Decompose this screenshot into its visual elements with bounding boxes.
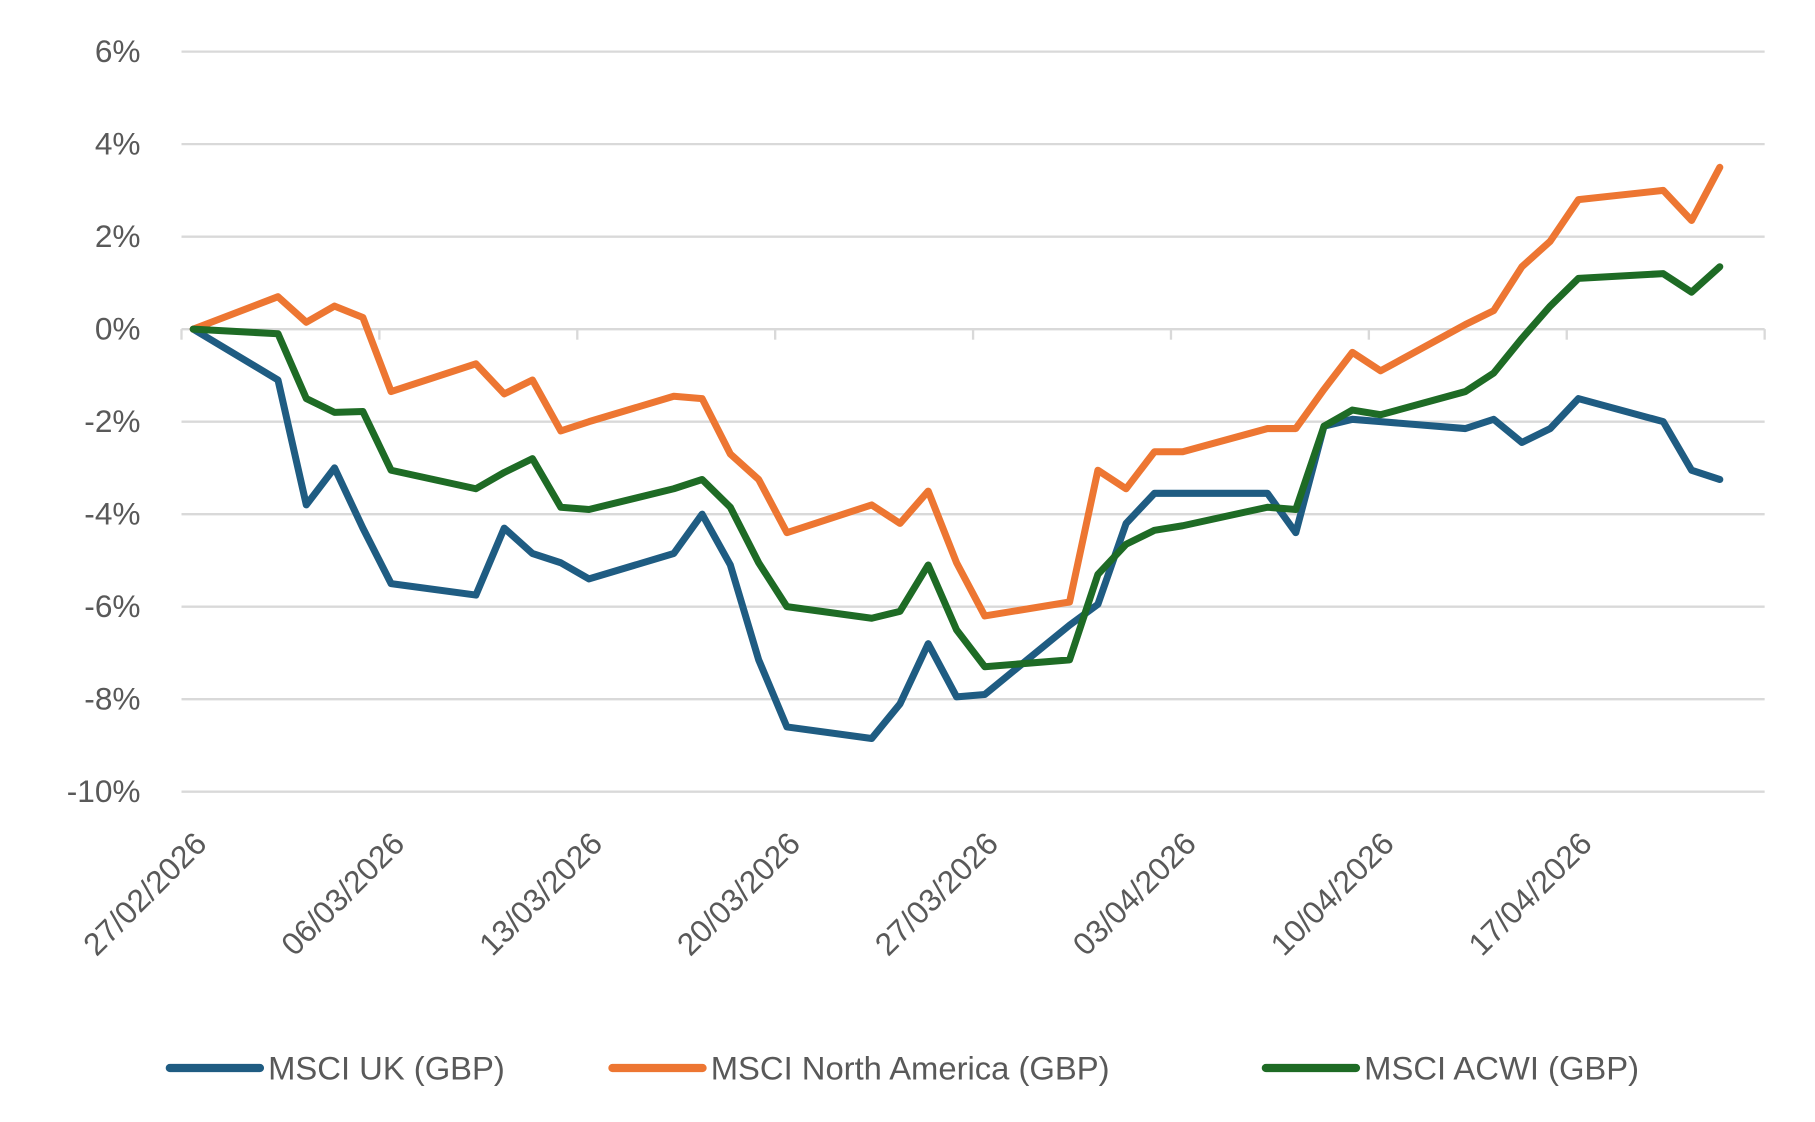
y-tick-label: -10% [67,773,141,809]
x-tick-label: 27/03/2026 [868,825,1005,962]
series-line-1 [189,163,1724,620]
y-tick-label: 2% [95,218,141,254]
y-tick-label: -4% [84,496,140,532]
x-tick-label: 13/03/2026 [472,825,609,962]
x-tick-label: 06/03/2026 [274,825,411,962]
x-tick-label: 27/02/2026 [76,825,213,962]
series-line-2 [189,263,1724,671]
y-tick-label: -6% [84,588,140,624]
legend-item: MSCI North America (GBP) [608,1050,1110,1087]
x-tick-label: 20/03/2026 [670,825,807,962]
y-tick-label: 0% [95,311,141,347]
legend-label: MSCI North America (GBP) [711,1050,1110,1087]
legend: MSCI UK (GBP) MSCI North America (GBP) MSC… [165,1050,1639,1087]
x-tick-label: 17/04/2026 [1461,825,1598,962]
y-tick-label: -2% [84,403,140,439]
legend-item: MSCI ACWI (GBP) [1261,1050,1639,1087]
y-tick-label: 4% [95,126,141,162]
x-tick-label: 03/04/2026 [1066,825,1203,962]
y-axis-tick-labels: 6% 4% 2% 0% -2% -4% -6% -8% -10% [67,33,141,809]
legend-item: MSCI UK (GBP) [165,1050,505,1087]
gridlines [181,50,1765,793]
x-axis: 27/02/2026 06/03/2026 13/03/2026 20/03/2026… [76,329,1766,962]
y-tick-label: -8% [84,681,140,717]
x-tick-label: 10/04/2026 [1263,825,1400,962]
legend-label: MSCI UK (GBP) [268,1050,505,1087]
y-tick-label: 6% [95,33,141,69]
series-line-0 [189,325,1724,743]
legend-label: MSCI ACWI (GBP) [1364,1050,1639,1087]
series-lines [189,163,1724,743]
